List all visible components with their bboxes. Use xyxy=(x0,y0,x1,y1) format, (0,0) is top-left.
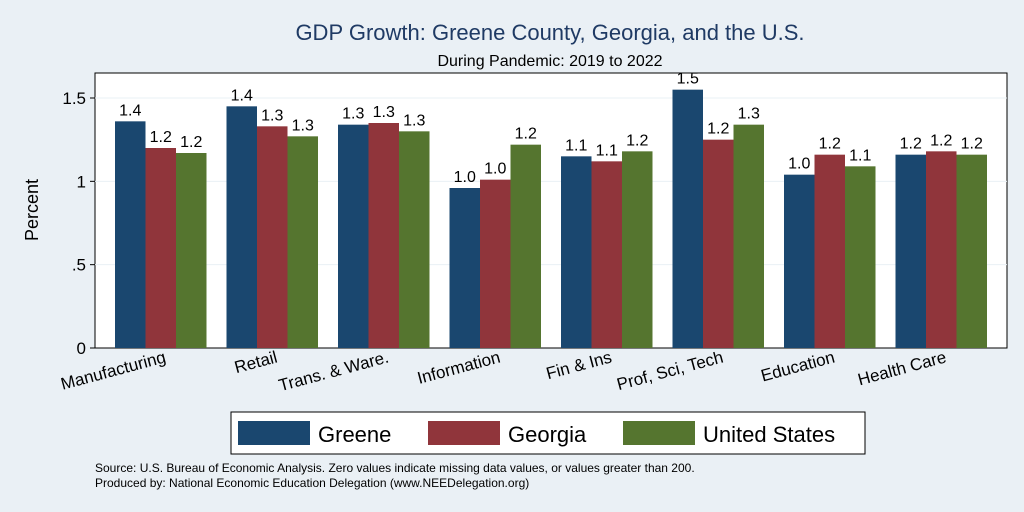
data-label: 1.1 xyxy=(596,142,618,159)
data-label: 1.0 xyxy=(454,169,476,186)
data-label: 1.2 xyxy=(626,132,648,149)
category-label: Information xyxy=(415,348,502,388)
category-label: Trans. & Ware. xyxy=(277,348,391,396)
bar-united-states xyxy=(176,153,207,348)
data-label: 1.2 xyxy=(180,134,202,151)
y-tick-label: 1.5 xyxy=(62,89,86,108)
data-label: 1.1 xyxy=(849,147,871,164)
category-label: Health Care xyxy=(856,348,949,390)
bar-georgia xyxy=(368,123,399,348)
bar-united-states xyxy=(956,154,987,348)
y-tick-label: 1 xyxy=(77,172,86,191)
data-label: 1.0 xyxy=(484,161,506,178)
data-label: 1.2 xyxy=(707,121,729,138)
bar-united-states xyxy=(845,166,876,348)
data-label: 1.0 xyxy=(788,156,810,173)
data-label: 1.2 xyxy=(819,136,841,153)
legend-swatch xyxy=(238,421,310,445)
y-axis-label: Percent xyxy=(22,179,42,241)
legend-label: Greene xyxy=(318,422,391,447)
category-label: Manufacturing xyxy=(59,348,168,394)
legend-box xyxy=(230,411,866,455)
bar-greene xyxy=(784,174,815,348)
bar-united-states xyxy=(733,124,764,349)
data-label: 1.1 xyxy=(565,137,587,154)
bar-georgia xyxy=(257,126,288,348)
data-label: 1.3 xyxy=(261,107,283,124)
bar-united-states xyxy=(287,136,318,348)
bars-group xyxy=(115,89,987,349)
y-tick-label: 0 xyxy=(77,339,86,358)
bar-greene xyxy=(561,156,592,348)
bar-greene xyxy=(338,124,369,349)
legend: Greene Georgia United States xyxy=(238,421,835,447)
data-labels-group: 1.4 1.2 1.2 1.4 1.3 1.3 1.3 1.3 1.3 1.0 1.0 1.2 1.1 1… xyxy=(119,71,983,186)
category-label: Prof, Sci, Tech xyxy=(615,348,725,395)
chart-subtitle: During Pandemic: 2019 to 2022 xyxy=(437,53,662,70)
category-label: Education xyxy=(759,348,837,386)
data-label: 1.4 xyxy=(231,87,253,104)
category-label: Fin & Ins xyxy=(544,348,614,384)
bar-greene xyxy=(226,106,257,348)
produced-by-note: Produced by: National Economic Education… xyxy=(95,476,529,490)
data-label: 1.2 xyxy=(150,129,172,146)
y-axis: 0 .5 1 1.5 xyxy=(62,89,95,358)
data-label: 1.3 xyxy=(373,104,395,121)
bar-georgia xyxy=(145,148,176,348)
data-label: 1.3 xyxy=(403,112,425,129)
bar-georgia xyxy=(703,139,734,348)
bar-greene xyxy=(449,188,480,348)
bar-greene xyxy=(672,89,703,349)
data-label: 1.2 xyxy=(900,136,922,153)
bar-united-states xyxy=(622,151,653,348)
data-label: 1.3 xyxy=(292,117,314,134)
bar-georgia xyxy=(591,161,622,348)
bar-georgia xyxy=(926,151,957,348)
bar-united-states xyxy=(510,144,541,348)
data-label: 1.5 xyxy=(677,71,699,88)
data-label: 1.2 xyxy=(961,136,983,153)
data-label: 1.3 xyxy=(738,106,760,123)
data-label: 1.2 xyxy=(930,132,952,149)
bar-georgia xyxy=(814,154,845,348)
legend-label: United States xyxy=(703,422,835,447)
data-label: 1.2 xyxy=(515,126,537,143)
source-note: Source: U.S. Bureau of Economic Analysis… xyxy=(95,461,695,475)
bar-united-states xyxy=(399,131,430,348)
data-label: 1.3 xyxy=(342,106,364,123)
bar-georgia xyxy=(480,179,511,348)
legend-swatch xyxy=(623,421,695,445)
bar-greene xyxy=(895,154,926,348)
legend-swatch xyxy=(428,421,500,445)
chart-title: GDP Growth: Greene County, Georgia, and … xyxy=(295,20,804,45)
y-tick-label: .5 xyxy=(72,256,86,275)
bar-greene xyxy=(115,121,146,348)
data-label: 1.4 xyxy=(119,102,141,119)
category-label: Retail xyxy=(232,348,279,378)
legend-label: Georgia xyxy=(508,422,587,447)
